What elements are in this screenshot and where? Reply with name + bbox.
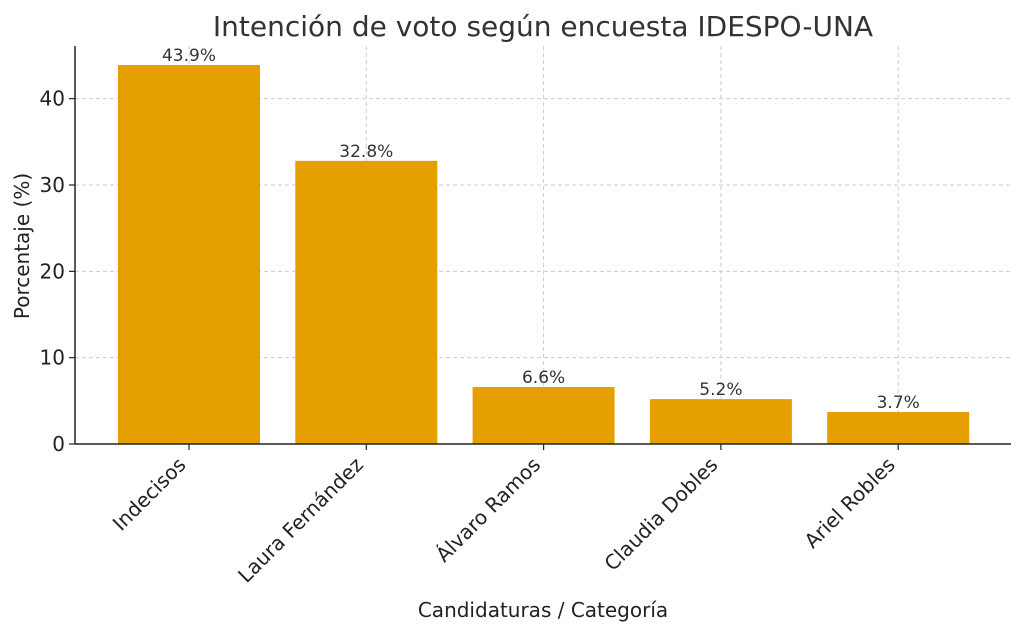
y-axis-label: Porcentaje (%) [10,173,34,319]
x-axis-label: Candidaturas / Categoría [418,598,668,622]
bar-value-label: 32.8% [339,142,393,162]
x-tick-label: Álvaro Ramos [431,453,545,567]
bar [649,399,792,444]
bar [118,64,260,444]
bar [295,160,438,445]
x-tick-label: Laura Fernández [233,453,368,588]
y-tick-label: 40 [40,87,65,111]
bar-value-label: 6.6% [522,368,565,388]
bar [827,412,970,444]
bar-value-label: 43.9% [162,46,216,66]
chart-title: Intención de voto según encuesta IDESPO-… [213,10,873,43]
bar-value-label: 5.2% [699,380,742,400]
y-tick-label: 20 [40,259,65,283]
y-ticks: 0 10 20 30 40 [40,87,75,456]
bar [472,387,615,444]
x-tick-label: Claudia Dobles [599,453,722,576]
y-tick-label: 0 [52,432,65,456]
value-labels: 43.9% 32.8% 6.6% 5.2% 3.7% [162,46,920,413]
y-tick-label: 30 [40,173,65,197]
y-tick-label: 10 [40,346,65,370]
bar-value-label: 3.7% [877,393,920,413]
x-tick-label: Ariel Robles [799,453,899,553]
x-ticks: Indecisos Laura Fernández Álvaro Ramos Clau… [108,444,900,587]
bars [118,64,970,445]
x-tick-label: Indecisos [108,453,191,536]
